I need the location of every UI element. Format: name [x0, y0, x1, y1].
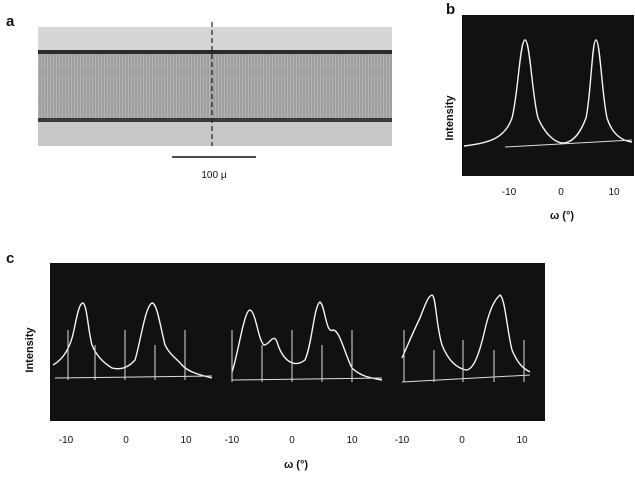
- x-tick-label: 10: [180, 435, 192, 446]
- spectra: [52, 294, 531, 383]
- scale-bar-label: 100 μ: [201, 170, 226, 181]
- x-tick-label: -10: [59, 435, 74, 446]
- micrograph: [38, 22, 392, 146]
- plot-area: [50, 263, 545, 421]
- y-axis-label: Intensity: [24, 327, 36, 373]
- x-tick-label: 0: [459, 435, 465, 446]
- x-tick-label: 0: [558, 187, 564, 198]
- panel-label: b: [446, 1, 455, 18]
- panel-label: c: [6, 250, 14, 267]
- panel-label: a: [6, 13, 15, 30]
- spectrum: [463, 39, 633, 148]
- x-tick-label: 10: [346, 435, 358, 446]
- x-axis-label: ω (°): [550, 210, 574, 222]
- x-tick-label: -10: [395, 435, 410, 446]
- plot-area: [462, 15, 634, 176]
- x-tick-label: 0: [289, 435, 295, 446]
- x-axis-label: ω (°): [284, 459, 308, 471]
- x-tick-label: -10: [225, 435, 240, 446]
- x-tick-label: 10: [608, 187, 620, 198]
- x-tick-label: -10: [502, 187, 517, 198]
- x-tick-label: 10: [516, 435, 528, 446]
- y-axis-label: Intensity: [444, 95, 456, 141]
- x-tick-label: 0: [123, 435, 129, 446]
